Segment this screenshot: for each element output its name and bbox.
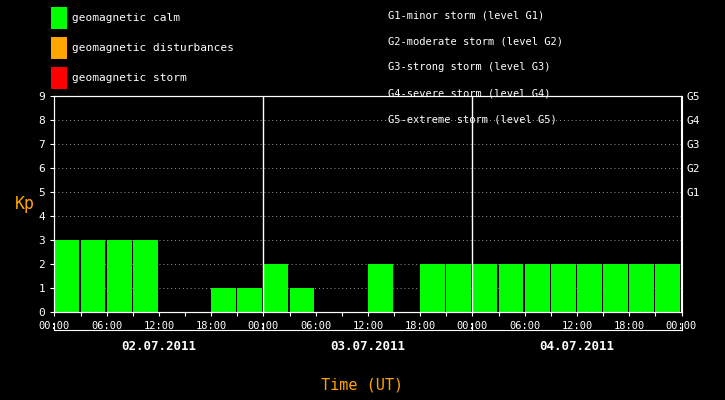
Text: G3-strong storm (level G3): G3-strong storm (level G3) <box>388 62 550 72</box>
Bar <box>629 264 654 312</box>
Bar <box>551 264 576 312</box>
Text: 03.07.2011: 03.07.2011 <box>331 340 405 352</box>
Bar <box>107 240 131 312</box>
Text: Time (UT): Time (UT) <box>321 377 404 392</box>
Bar <box>473 264 497 312</box>
Bar <box>133 240 157 312</box>
Text: geomagnetic calm: geomagnetic calm <box>72 13 181 23</box>
Text: G5-extreme storm (level G5): G5-extreme storm (level G5) <box>388 114 557 124</box>
Text: 02.07.2011: 02.07.2011 <box>121 340 196 352</box>
Text: G4-severe storm (level G4): G4-severe storm (level G4) <box>388 88 550 98</box>
Bar <box>655 264 680 312</box>
Bar <box>447 264 471 312</box>
Text: geomagnetic storm: geomagnetic storm <box>72 73 187 83</box>
Bar <box>368 264 393 312</box>
Text: G1-minor storm (level G1): G1-minor storm (level G1) <box>388 10 544 20</box>
Text: 04.07.2011: 04.07.2011 <box>539 340 615 352</box>
Bar <box>289 288 315 312</box>
Bar <box>525 264 550 312</box>
Bar <box>420 264 445 312</box>
Bar <box>263 264 289 312</box>
Bar <box>80 240 105 312</box>
Bar <box>577 264 602 312</box>
Bar <box>603 264 628 312</box>
Bar <box>54 240 79 312</box>
Y-axis label: Kp: Kp <box>14 195 35 213</box>
Text: geomagnetic disturbances: geomagnetic disturbances <box>72 43 234 53</box>
Text: G2-moderate storm (level G2): G2-moderate storm (level G2) <box>388 36 563 46</box>
Bar <box>211 288 236 312</box>
Bar <box>499 264 523 312</box>
Bar <box>237 288 262 312</box>
